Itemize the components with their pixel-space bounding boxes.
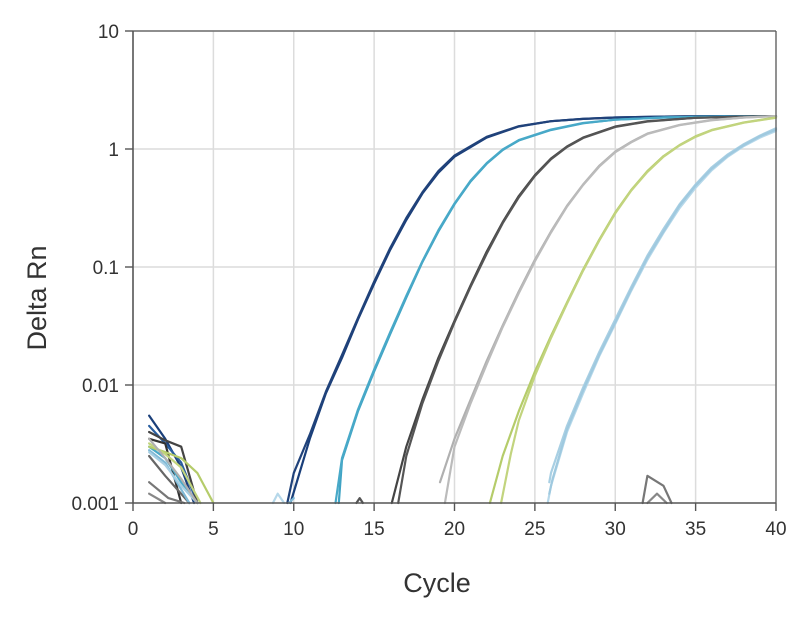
series-line: [286, 114, 778, 505]
x-tick-label: 25: [524, 519, 545, 540]
x-tick-label: 30: [605, 519, 626, 540]
x-tick-label: 40: [765, 519, 786, 540]
series-line: [148, 449, 191, 505]
y-axis-title: Delta Rn: [22, 245, 52, 350]
x-tick-label: 35: [685, 519, 706, 540]
series-line: [148, 454, 191, 505]
y-tick-label: 1: [108, 140, 119, 161]
series-line: [148, 492, 167, 505]
x-tick-label: 5: [208, 519, 219, 540]
series-line: [148, 451, 199, 505]
y-tick-label: 10: [98, 22, 119, 43]
x-tick-label: 0: [128, 519, 139, 540]
series-line: [334, 114, 778, 505]
x-axis-title: Cycle: [403, 568, 471, 598]
series-line: [641, 474, 673, 505]
series-line: [548, 128, 778, 495]
series-line: [646, 492, 668, 505]
series-line: [355, 497, 364, 505]
series-line: [148, 430, 199, 505]
series-line: [287, 497, 295, 505]
x-tick-label: 20: [444, 519, 465, 540]
x-tick-label: 10: [283, 519, 304, 540]
y-tick-label: 0.01: [82, 376, 119, 397]
series-line: [148, 437, 199, 505]
y-tick-label: 0.1: [93, 258, 119, 279]
series-line: [397, 114, 778, 505]
y-tick-label: 0.001: [71, 494, 119, 515]
ticks: 0 5 10 15 20 25 30 35 40 0.001 0.01 0.1 1 10: [71, 22, 786, 540]
series-line: [271, 492, 286, 505]
series-line: [148, 481, 186, 505]
series-line: [443, 114, 778, 505]
series-line: [500, 116, 778, 505]
plot-series: [148, 114, 778, 505]
x-tick-label: 15: [364, 519, 385, 540]
series-line: [148, 437, 183, 505]
